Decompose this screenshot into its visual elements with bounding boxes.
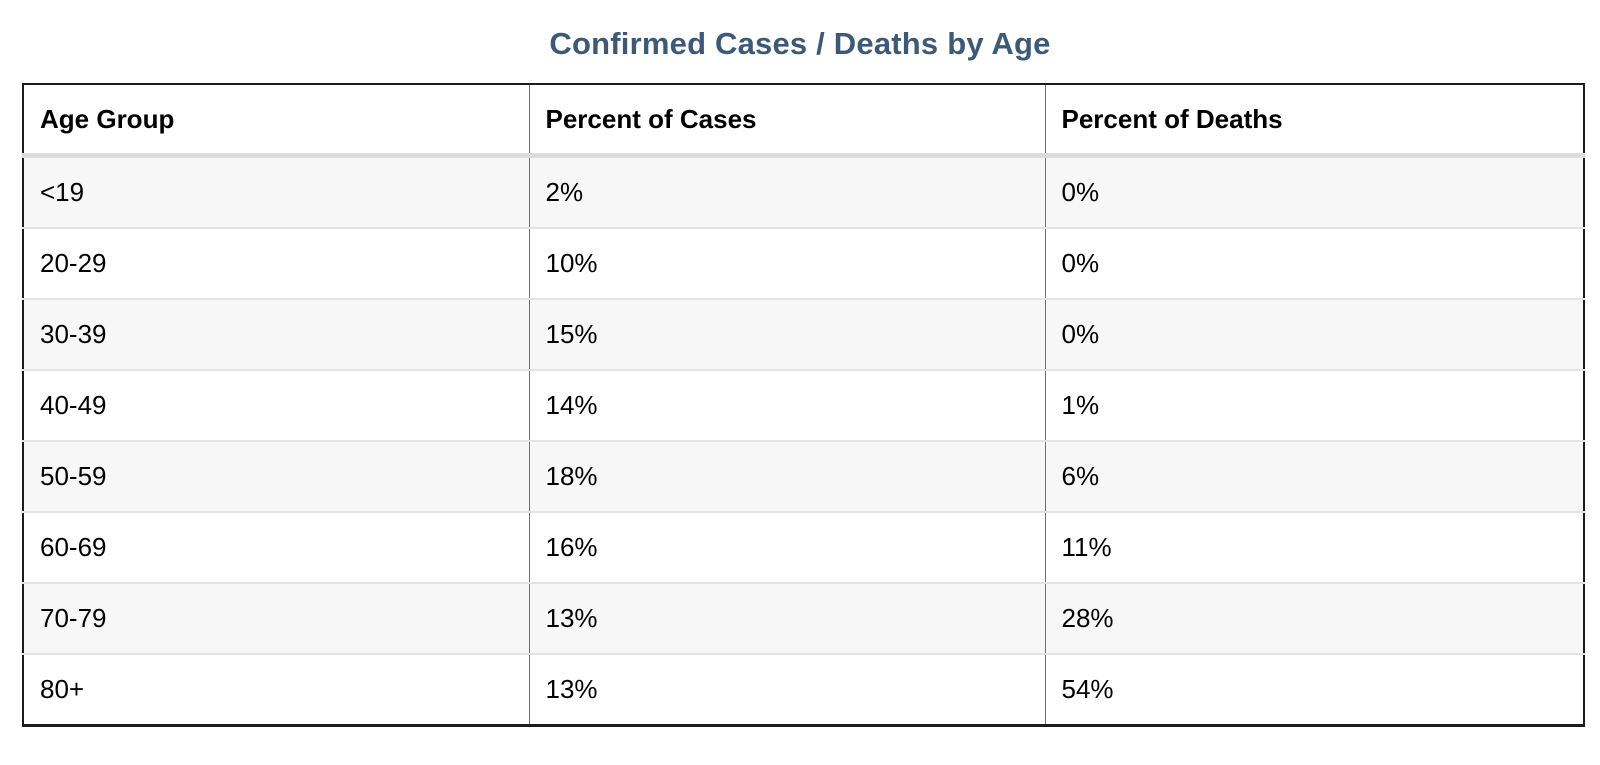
table-cell: 50-59 [22,441,530,513]
table-cell: 14% [528,370,1046,442]
cases-deaths-by-age-table: Age Group Percent of Cases Percent of De… [22,83,1585,727]
table-cell: 18% [528,441,1046,513]
table-row: 40-49 14% 1% [22,370,1585,442]
table-row: 80+ 13% 54% [22,654,1585,727]
table-cell: 60-69 [22,512,530,584]
table-row: 60-69 16% 11% [22,512,1585,584]
table-body: <19 2% 0% 20-29 10% 0% 30-39 15% 0% 40-49 14% 1% 50-… [22,155,1585,727]
table-cell: 0% [1044,228,1585,300]
table-cell: 15% [528,299,1046,371]
table-header-row: Age Group Percent of Cases Percent of De… [22,84,1585,158]
table-cell: 70-79 [22,583,530,655]
table-cell: 0% [1044,299,1585,371]
table-row: 20-29 10% 0% [22,228,1585,300]
table-cell: 28% [1044,583,1585,655]
table-cell: 10% [528,228,1046,300]
table-cell: 80+ [22,654,530,727]
table-cell: 54% [1044,654,1585,727]
table-row: 70-79 13% 28% [22,583,1585,655]
table-cell: 6% [1044,441,1585,513]
header-percent-of-deaths: Percent of Deaths [1044,84,1585,158]
table-cell: 40-49 [22,370,530,442]
table-cell: 1% [1044,370,1585,442]
header-age-group: Age Group [22,84,530,158]
page-title: Confirmed Cases / Deaths by Age [549,26,1051,61]
table-cell: 16% [528,512,1046,584]
table-cell: <19 [22,155,530,229]
table-cell: 13% [528,583,1046,655]
table-cell: 20-29 [22,228,530,300]
table-cell: 11% [1044,512,1585,584]
table-row: 30-39 15% 0% [22,299,1585,371]
header-percent-of-cases: Percent of Cases [528,84,1046,158]
table-cell: 13% [528,654,1046,727]
table-cell: 2% [528,155,1046,229]
table-cell: 0% [1044,155,1585,229]
table-cell: 30-39 [22,299,530,371]
table-row: 50-59 18% 6% [22,441,1585,513]
table-row: <19 2% 0% [22,155,1585,229]
